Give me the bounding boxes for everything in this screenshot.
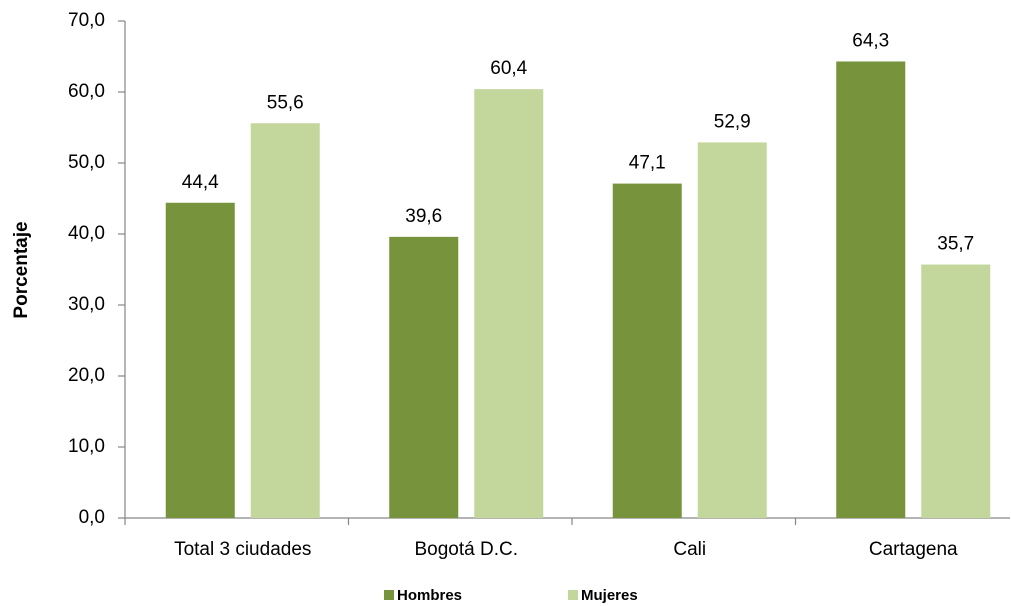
bar [250,123,320,519]
x-tick-label: Total 3 ciudades [174,539,311,560]
y-tick-label: 40,0 [68,223,105,244]
y-tick-label: 60,0 [68,81,105,102]
value-label: 55,6 [267,92,304,113]
legend-label: Hombres [397,587,462,604]
bar [389,236,459,518]
y-axis-label: Porcentaje [11,221,32,318]
value-label: 64,3 [852,30,889,51]
legend-swatch [384,590,394,600]
x-tick-label: Cali [673,539,706,560]
y-tick-label: 20,0 [68,365,105,386]
value-label: 44,4 [182,172,219,193]
bar [836,61,906,518]
x-tick-label: Bogotá D.C. [415,539,519,560]
bar [612,183,682,518]
legend-label: Mujeres [581,587,638,604]
value-label: 60,4 [490,58,527,79]
value-label: 52,9 [714,111,751,132]
bar [697,142,767,518]
x-tick-label: Cartagena [869,539,958,560]
bar [921,264,991,518]
value-label: 35,7 [937,234,974,255]
y-tick-label: 30,0 [68,294,105,315]
value-label: 39,6 [405,206,442,227]
legend-swatch [568,590,578,600]
y-tick-label: 10,0 [68,436,105,457]
value-label: 47,1 [629,153,666,174]
y-tick-label: 0,0 [79,507,105,528]
y-tick-label: 50,0 [68,152,105,173]
bar [474,89,544,518]
y-tick-label: 70,0 [68,10,105,31]
bar [165,202,235,518]
